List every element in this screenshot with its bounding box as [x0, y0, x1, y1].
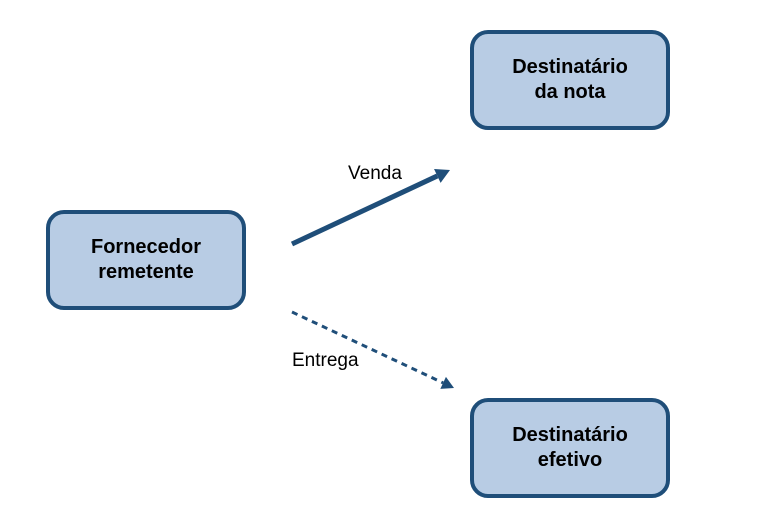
node-supplier-label: Fornecedor remetente — [91, 235, 201, 285]
node-actual-recipient-label: Destinatário efetivo — [512, 423, 628, 473]
node-supplier-label-line1: Fornecedor — [91, 236, 201, 258]
node-invoice-recipient: Destinatário da nota — [470, 30, 670, 130]
node-invoice-recipient-label-line1: Destinatário — [512, 56, 628, 78]
edge-label-sale: Venda — [348, 163, 402, 185]
node-invoice-recipient-label-line2: da nota — [534, 81, 605, 103]
node-actual-recipient-label-line2: efetivo — [538, 449, 602, 471]
node-supplier-label-line2: remetente — [98, 261, 194, 283]
node-actual-recipient-label-line1: Destinatário — [512, 424, 628, 446]
node-supplier: Fornecedor remetente — [46, 210, 246, 310]
node-actual-recipient: Destinatário efetivo — [470, 398, 670, 498]
edge-label-delivery: Entrega — [292, 350, 359, 372]
node-invoice-recipient-label: Destinatário da nota — [512, 55, 628, 105]
